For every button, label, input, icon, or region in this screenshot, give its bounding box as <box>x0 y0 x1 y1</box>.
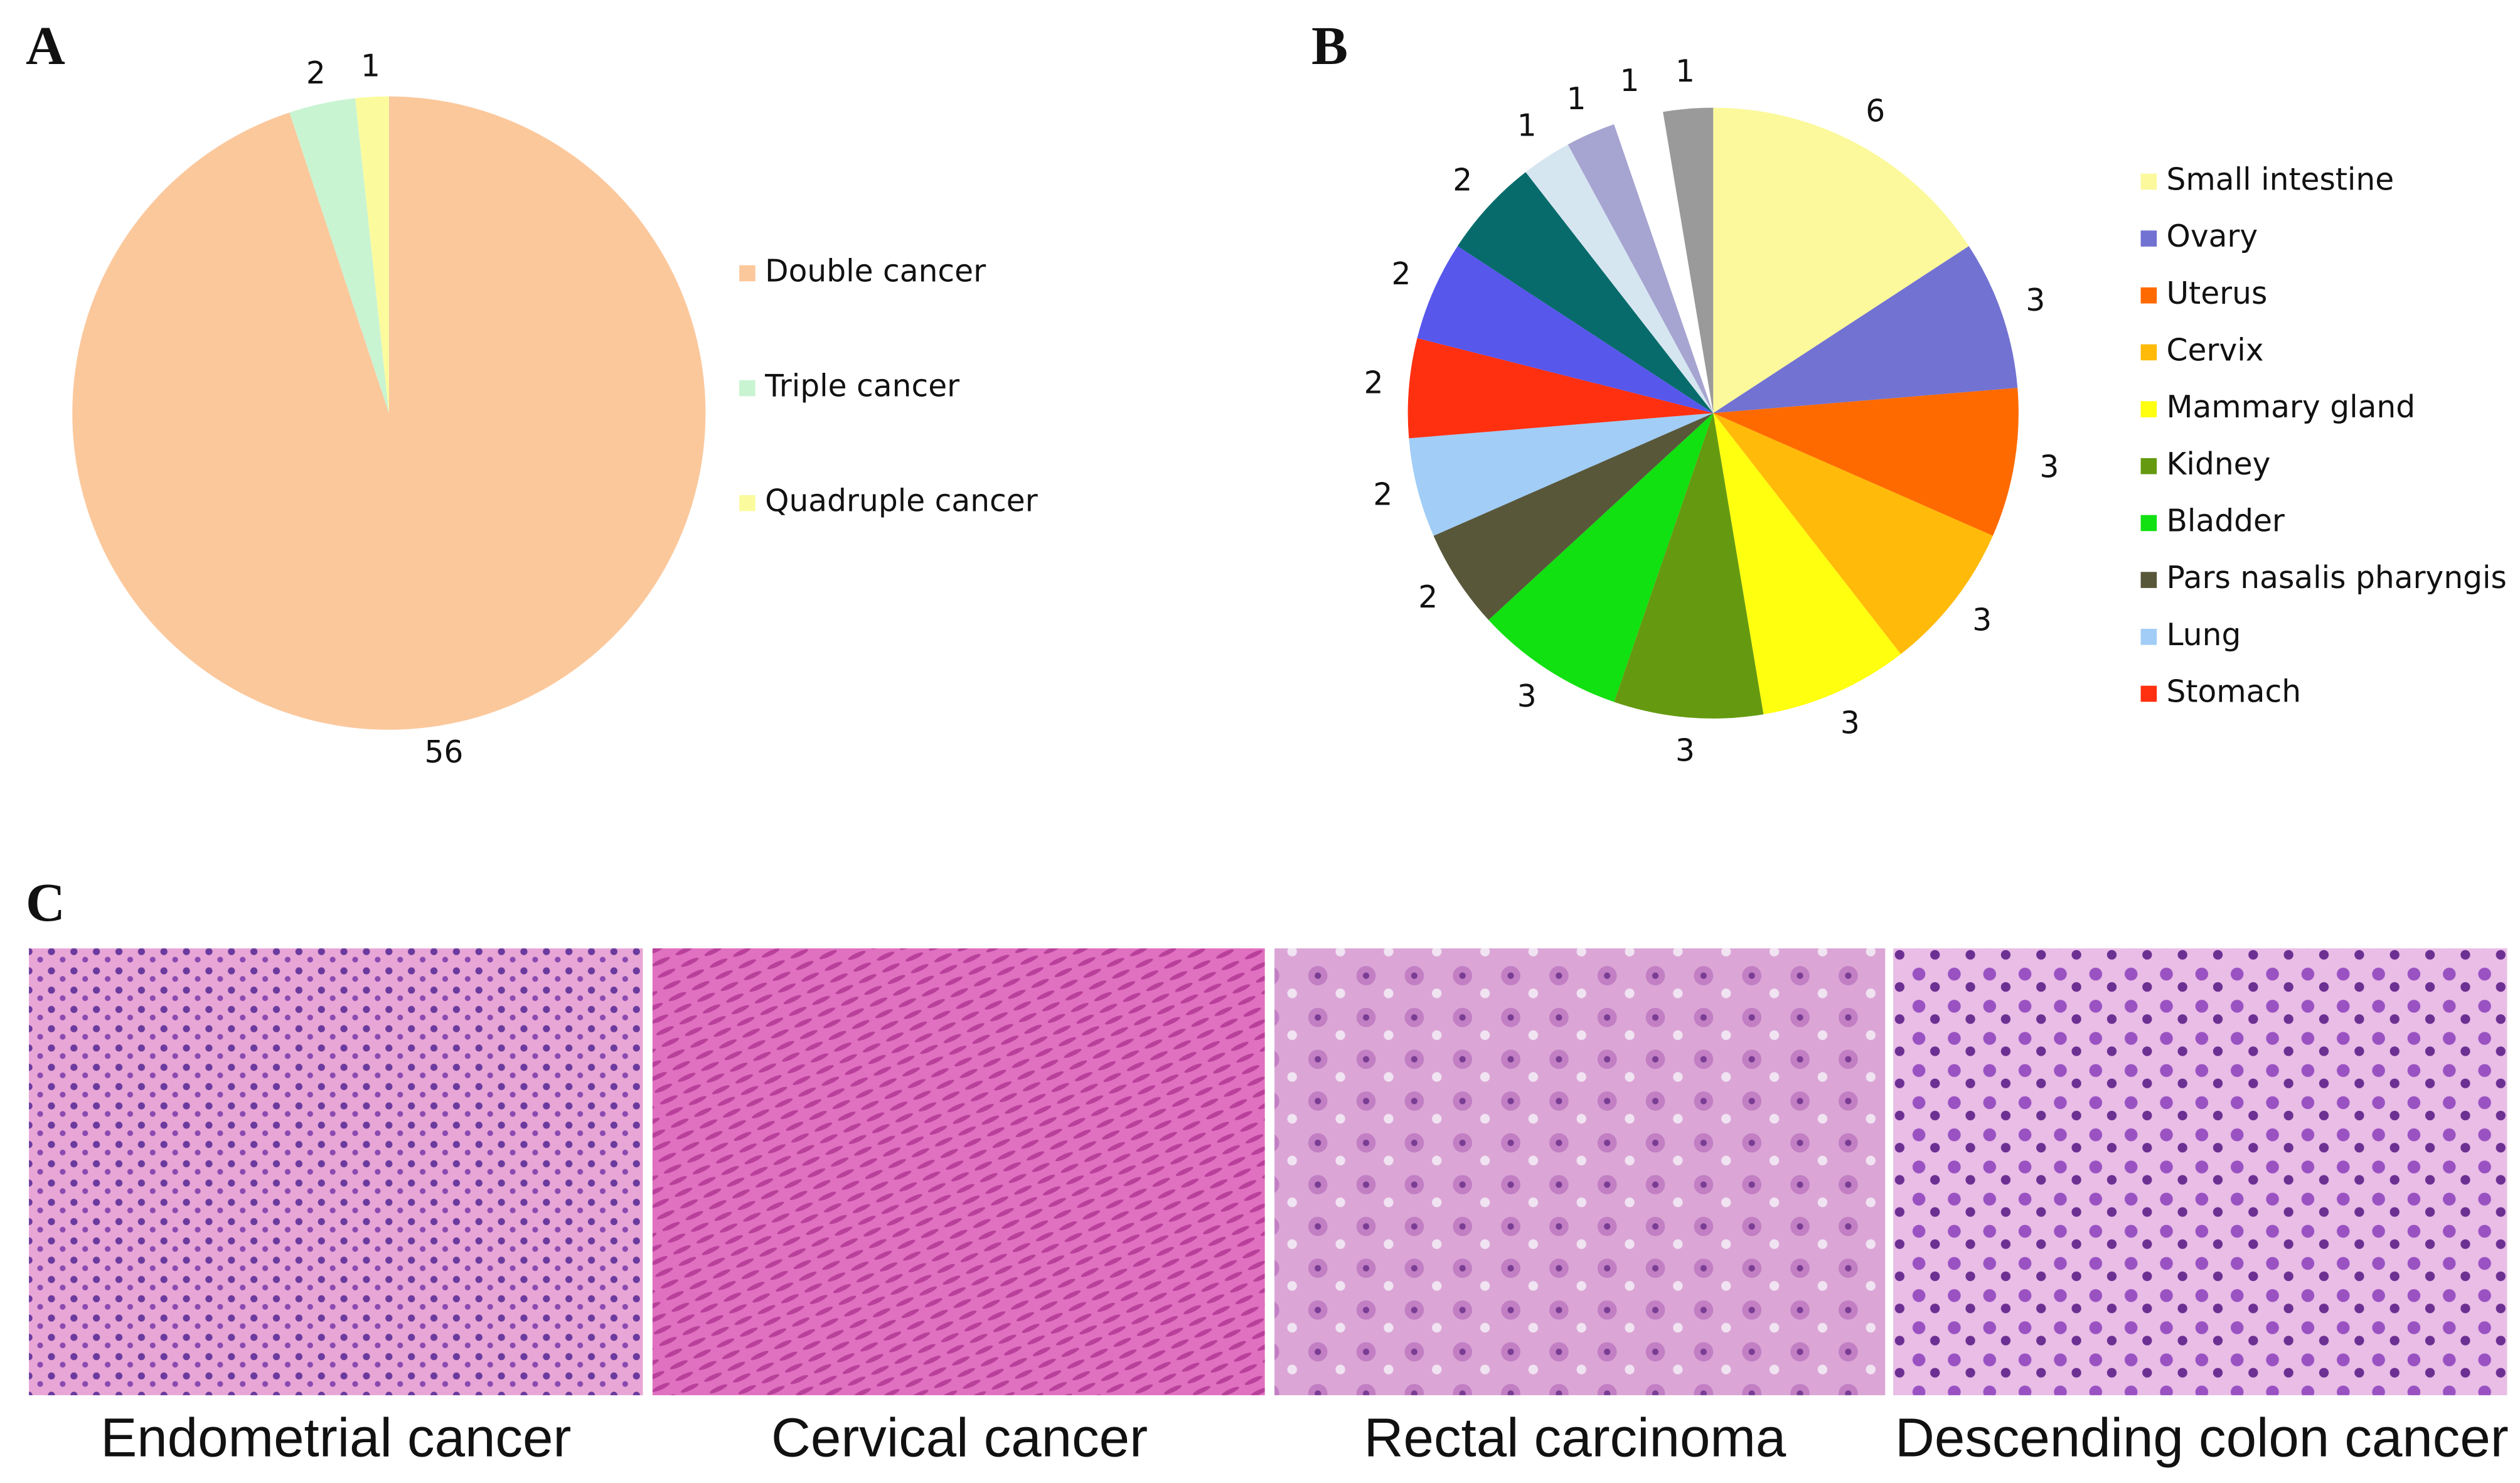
panel-label: B <box>1311 15 1348 76</box>
legend-swatch <box>2140 628 2157 645</box>
data-label: 3 <box>1840 705 1860 741</box>
legend-swatch <box>2140 458 2157 474</box>
pie-slice <box>1409 413 1714 536</box>
pie-slice <box>1663 107 1714 414</box>
pie-slice <box>1713 246 2018 414</box>
legend-label: Uterus <box>2167 276 2268 311</box>
image-caption: Rectal carcinoma <box>1364 1407 1786 1468</box>
pie-slice <box>1488 413 1714 702</box>
legend-swatch <box>2140 401 2157 417</box>
legend-swatch <box>739 380 755 397</box>
legend-label: Triple cancer <box>764 369 959 404</box>
legend-label: Mammary gland <box>2167 390 2416 425</box>
pie-slice <box>289 98 389 414</box>
pie-slice <box>1614 112 1714 414</box>
panel-label: C <box>26 872 65 933</box>
pie-slice <box>1614 413 1764 719</box>
legend-swatch <box>2140 344 2157 361</box>
legend-swatch <box>2140 287 2157 304</box>
data-label: 2 <box>1418 580 1438 615</box>
legend-label: Small intestine <box>2167 162 2395 197</box>
data-label: 3 <box>1517 679 1537 714</box>
legend-label: Ovary <box>2167 219 2258 254</box>
image-caption: Descending colon cancer <box>1895 1407 2509 1468</box>
legend-label: Lung <box>2167 618 2241 653</box>
data-label: 2 <box>306 56 326 91</box>
legend-swatch <box>739 265 755 282</box>
pie-slice <box>1433 413 1714 620</box>
data-label: 1 <box>1620 63 1639 99</box>
panel-label: A <box>26 15 65 76</box>
pie-slice <box>1713 413 1901 715</box>
pie-slice <box>1713 388 2019 536</box>
data-label: 2 <box>1373 478 1392 513</box>
legend-label: Quadruple cancer <box>765 484 1038 519</box>
histology-image <box>1893 948 2507 1396</box>
pie-slice <box>1417 246 1714 414</box>
data-label: 3 <box>2039 450 2059 485</box>
legend-label: Kidney <box>2167 447 2271 482</box>
data-label: 6 <box>1866 94 1885 129</box>
histology-image <box>1274 948 1886 1396</box>
legend-swatch <box>2140 685 2157 702</box>
data-label: 2 <box>1453 163 1472 198</box>
data-label: 2 <box>1364 365 1384 400</box>
image-caption: Endometrial cancer <box>100 1407 571 1468</box>
pie-slice <box>1525 144 1714 414</box>
data-label: 56 <box>424 735 463 770</box>
pie-slice <box>1713 107 1969 414</box>
histology-image <box>652 948 1265 1396</box>
pie-slice <box>1713 413 1993 655</box>
data-label: 1 <box>1675 54 1695 89</box>
pie-slice <box>355 96 389 414</box>
legend-label: Cervix <box>2167 333 2264 368</box>
legend-label: Stomach <box>2167 674 2302 709</box>
data-label: 3 <box>1675 733 1695 768</box>
legend-swatch <box>739 495 755 511</box>
data-label: 1 <box>1567 82 1586 117</box>
data-label: 2 <box>1392 257 1411 292</box>
data-label: 3 <box>2026 283 2045 318</box>
image-caption: Cervical cancer <box>771 1407 1148 1468</box>
pie-slice <box>1567 124 1714 414</box>
data-label: 1 <box>361 48 380 83</box>
legend-swatch <box>2140 515 2157 532</box>
pie-slice <box>72 96 706 730</box>
legend-label: Double cancer <box>765 254 986 289</box>
legend-swatch <box>2140 173 2157 190</box>
data-label: 1 <box>1517 109 1537 144</box>
legend-label: Bladder <box>2167 503 2285 538</box>
legend-swatch <box>2140 572 2157 588</box>
pie-slice <box>1407 338 1714 439</box>
histology-image <box>29 948 643 1396</box>
legend-swatch <box>2140 230 2157 247</box>
data-label: 3 <box>1972 603 1992 638</box>
legend-label: Pars nasalis pharyngis <box>2167 560 2507 596</box>
pie-slice <box>1457 172 1714 414</box>
